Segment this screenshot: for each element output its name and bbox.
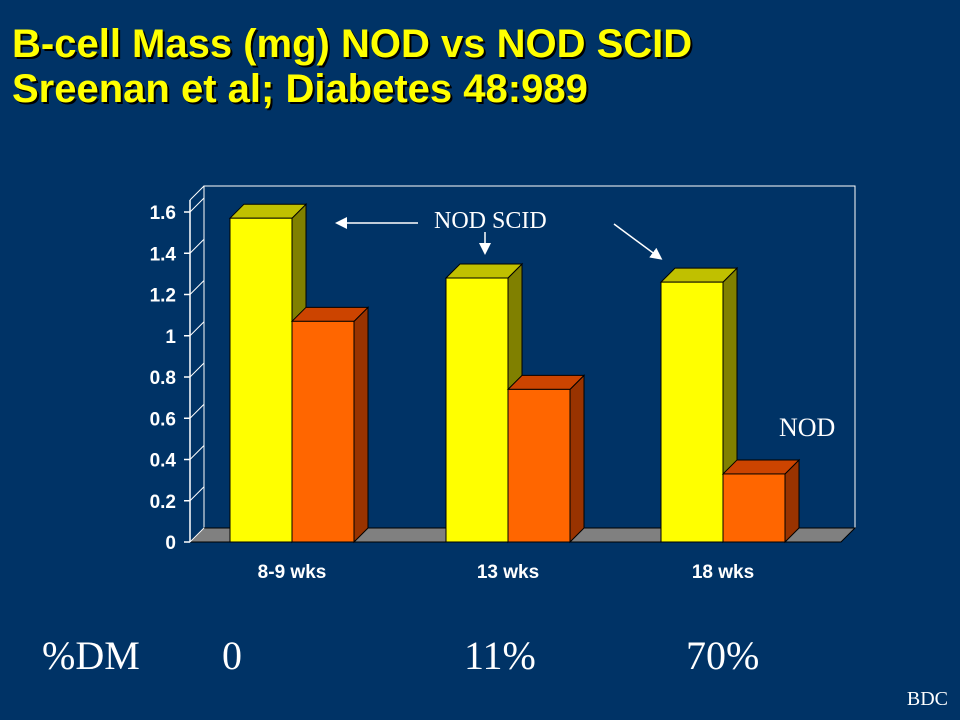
y-tick-depth (189, 486, 205, 502)
bar-nod-top (506, 374, 586, 390)
bar-nod (722, 473, 786, 543)
y-tick-depth (189, 321, 205, 337)
dm-value-1: 0 (222, 633, 242, 678)
y-tick-label: 0.2 (150, 492, 176, 513)
y-tick-label: 0.4 (150, 451, 177, 472)
arrow-to-bar-3 (613, 223, 663, 260)
dm-value-3: 70% (686, 633, 760, 678)
plot-wall-edge (189, 185, 205, 201)
y-tick-depth (189, 238, 205, 254)
annotation-nod-scid: NOD SCID (434, 208, 547, 234)
dm-label: %DM (42, 633, 140, 678)
bar-nod-scid-top (444, 263, 524, 279)
y-tick-depth (189, 527, 205, 543)
y-tick-label: 1.6 (150, 203, 176, 224)
y-tick-depth (189, 280, 205, 295)
y-tick-depth (189, 445, 205, 460)
title-line-2: Sreenan et al; Diabetes 48:989 (12, 67, 588, 111)
bar-nod (291, 320, 355, 543)
bar-nod-scid (229, 217, 293, 543)
x-category-label: 8-9 wks (258, 562, 327, 583)
bar-chart: 0 0.2 0.4 0.6 0.8 1 1.2 1.4 1.6 8-9 wks 13 wks 18 w… (150, 185, 857, 583)
y-tick-depth (189, 362, 205, 378)
bar-nod (507, 388, 571, 543)
y-tick-label: 0 (165, 533, 176, 554)
y-tick-label: 0.6 (150, 409, 176, 430)
annotation-nod: NOD (779, 413, 835, 442)
title-line-1: B-cell Mass (mg) NOD vs NOD SCID (12, 22, 693, 66)
bar-nod-scid-top (228, 203, 308, 219)
x-category-label: 18 wks (692, 562, 754, 583)
y-tick-label: 0.8 (150, 368, 176, 389)
y-tick-depth (189, 197, 205, 213)
y-tick-depth (189, 403, 205, 419)
footer-logo-text: BDC (906, 688, 948, 710)
bar-nod-side (569, 374, 585, 544)
bar-nod-scid (660, 281, 724, 543)
bar-nod-side (353, 306, 369, 544)
y-tick-label: 1.2 (150, 286, 176, 307)
bar-nod-scid-top (659, 267, 739, 283)
y-tick-label: 1.4 (150, 244, 177, 265)
slide-title: B-cell Mass (mg) NOD vs NOD SCID Sreenan… (12, 22, 692, 112)
dm-value-2: 11% (464, 633, 536, 678)
bar-nod-top (290, 306, 370, 322)
bar-nod-top (721, 459, 801, 475)
x-category-label: 13 wks (477, 562, 539, 583)
bar-nod-scid (445, 277, 509, 543)
y-tick-label: 1 (165, 327, 176, 348)
